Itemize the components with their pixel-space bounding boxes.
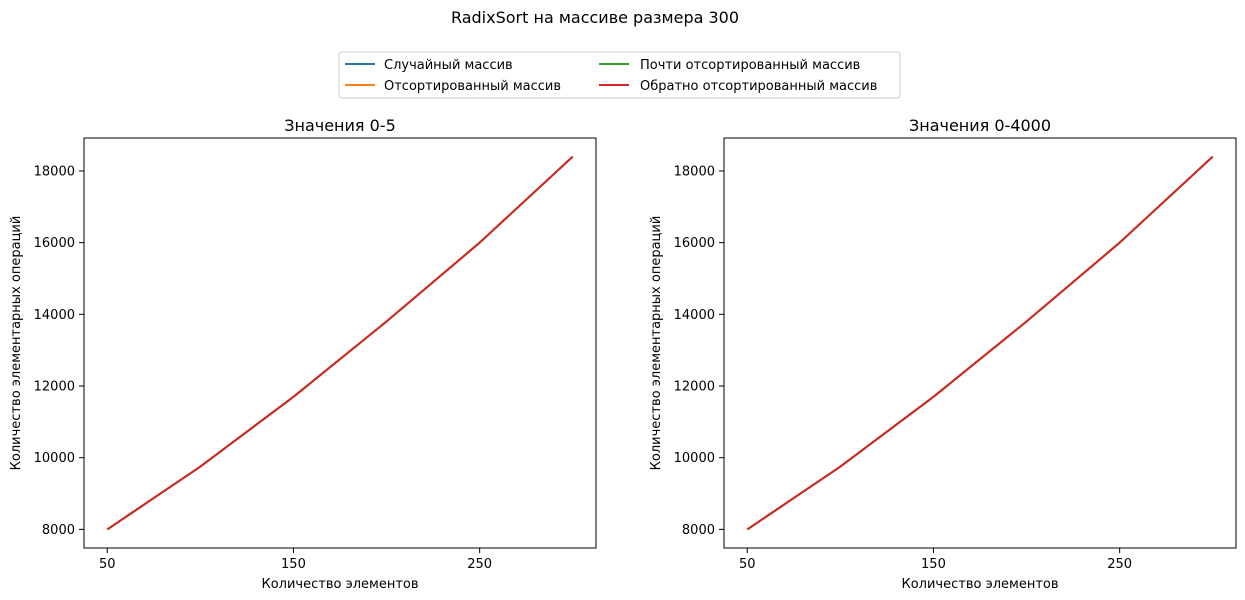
series-line [106, 155, 574, 531]
y-axis-label: Количество элементарных операций [9, 216, 24, 471]
x-tick-label: 50 [739, 557, 756, 572]
subplot-title: Значения 0-5 [284, 116, 396, 135]
legend-label: Отсортированный массив [384, 79, 561, 94]
series-line [746, 155, 1214, 531]
y-tick-label: 16000 [674, 236, 715, 251]
x-tick-label: 150 [281, 557, 306, 572]
y-axis-label: Количество элементарных операций [649, 216, 664, 471]
legend-label: Обратно отсортированный массив [640, 79, 877, 94]
figure-title: RadixSort на массиве размера 300 [451, 8, 739, 27]
series-line [746, 155, 1214, 531]
series-line [746, 155, 1214, 531]
legend-entry: Обратно отсортированный массив [599, 79, 877, 94]
y-tick-label: 18000 [674, 164, 715, 179]
series-line [746, 155, 1214, 531]
y-tick-label: 12000 [674, 380, 715, 395]
legend-frame [338, 51, 901, 99]
legend-entry: Случайный массив [345, 58, 513, 73]
legend-entry: Отсортированный массив [345, 79, 561, 94]
legend-entry: Почти отсортированный массив [599, 58, 860, 73]
axes-frame [723, 137, 1237, 549]
subplot-left: Значения 0-5 50 150 250 8000 10000 12000 14000 1… [9, 116, 597, 592]
legend-label: Почти отсортированный массив [640, 58, 860, 73]
subplot-title: Значения 0-4000 [909, 116, 1051, 135]
legend: Случайный массив Отсортированный массив … [338, 51, 901, 99]
legend-label: Случайный массив [384, 58, 513, 73]
series-line [106, 155, 574, 531]
y-tick-label: 16000 [34, 236, 75, 251]
x-tick-label: 250 [1107, 557, 1132, 572]
y-tick-label: 12000 [34, 380, 75, 395]
y-tick-label: 18000 [34, 164, 75, 179]
y-tick-label: 14000 [674, 308, 715, 323]
series-line [106, 155, 574, 531]
x-tick-label: 150 [921, 557, 946, 572]
x-tick-label: 50 [99, 557, 116, 572]
axes-frame [83, 137, 597, 549]
x-tick-label: 250 [467, 557, 492, 572]
y-tick-label: 8000 [42, 523, 75, 538]
y-tick-label: 10000 [674, 451, 715, 466]
y-tick-label: 14000 [34, 308, 75, 323]
x-axis-label: Количество элементов [261, 577, 418, 592]
y-tick-label: 8000 [682, 523, 715, 538]
series-line [106, 155, 574, 531]
y-tick-label: 10000 [34, 451, 75, 466]
x-axis-label: Количество элементов [901, 577, 1058, 592]
subplot-right: Значения 0-4000 50 150 250 8000 10000 12000 140… [649, 116, 1237, 592]
